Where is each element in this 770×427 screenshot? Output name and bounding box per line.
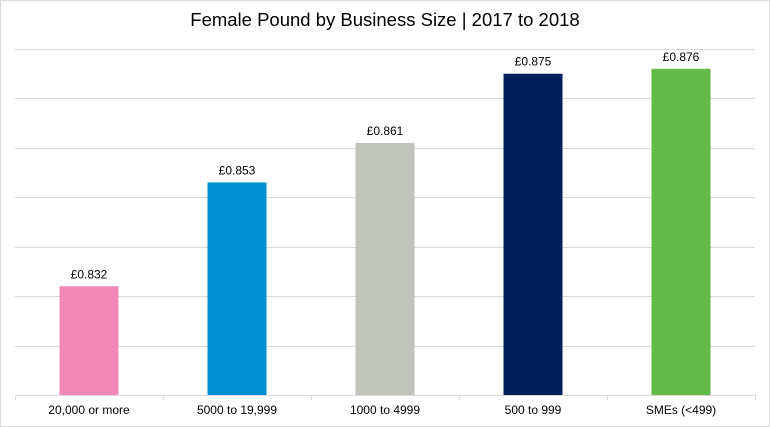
bar-4 [651, 68, 711, 396]
data-label: £0.832 [71, 267, 108, 281]
data-label: £0.861 [367, 124, 404, 138]
x-tick-label: 1000 to 4999 [350, 403, 420, 417]
bar-2 [355, 142, 415, 395]
chart-title: Female Pound by Business Size | 2017 to … [190, 9, 580, 30]
x-tick-label: 5000 to 19,999 [197, 403, 277, 417]
data-label: £0.853 [219, 163, 256, 177]
x-tick-label: SMEs (<499) [646, 403, 716, 417]
x-tick-label: 20,000 or more [48, 403, 130, 417]
bar-0 [59, 286, 119, 395]
bar-1 [207, 182, 267, 395]
bar-3 [503, 73, 563, 395]
data-label: £0.876 [663, 50, 700, 64]
data-label: £0.875 [515, 55, 552, 69]
x-tick-label: 500 to 999 [505, 403, 562, 417]
